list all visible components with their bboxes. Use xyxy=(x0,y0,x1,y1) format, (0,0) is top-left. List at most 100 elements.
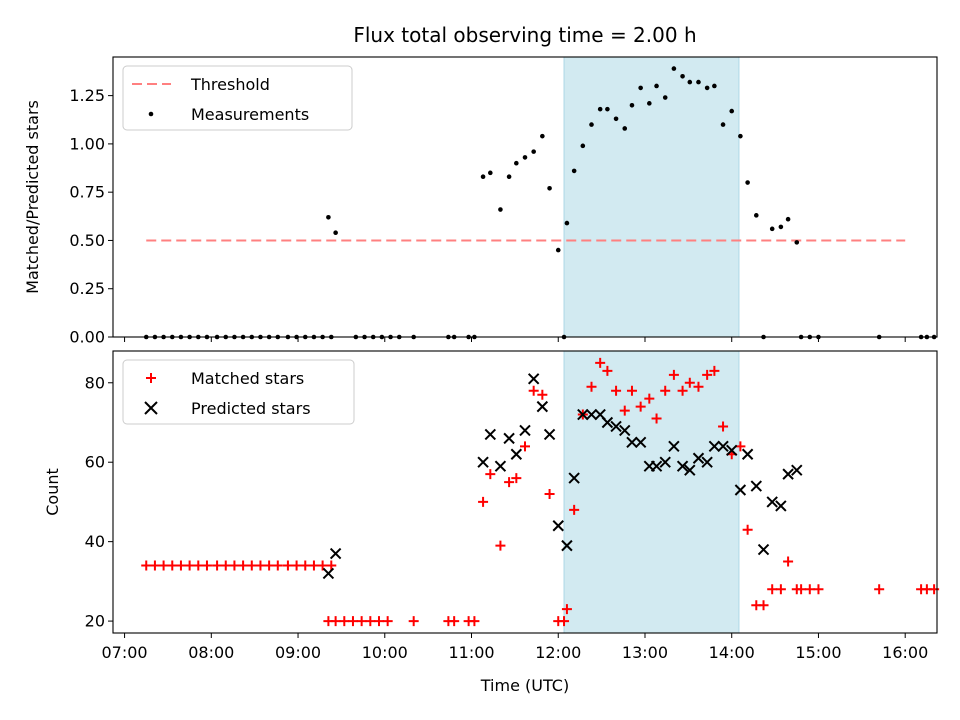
measurement-point xyxy=(522,155,528,160)
predicted-point xyxy=(477,456,489,468)
y-tick-label: 40 xyxy=(85,532,105,551)
matched-point xyxy=(282,560,293,571)
matched-point xyxy=(175,560,186,571)
measurement-point xyxy=(589,122,594,127)
matched-point xyxy=(308,560,319,571)
x-tick-label: 11:00 xyxy=(448,643,494,662)
matched-point xyxy=(783,556,794,567)
measurement-point xyxy=(680,74,685,79)
legend-label: Threshold xyxy=(190,75,270,94)
legend-label: Measurements xyxy=(191,105,309,124)
measurement-point xyxy=(662,95,668,100)
measurement-point xyxy=(753,213,759,218)
measurement-point xyxy=(605,106,610,112)
measurement-point xyxy=(654,83,659,89)
matched-point xyxy=(561,604,572,615)
predicted-point xyxy=(494,460,507,472)
measurement-point xyxy=(769,226,775,232)
measurement-point xyxy=(729,108,735,114)
predicted-point xyxy=(676,460,689,472)
x-tick-label: 09:00 xyxy=(275,643,321,662)
measurement-point xyxy=(480,174,486,180)
matched-point xyxy=(544,488,555,499)
predicted-point xyxy=(701,456,713,468)
predicted-point xyxy=(601,416,614,429)
measurement-point xyxy=(647,101,652,106)
matched-point xyxy=(149,560,160,571)
matched-point xyxy=(528,385,539,396)
matched-point xyxy=(449,616,460,627)
matched-point xyxy=(158,560,169,571)
predicted-point xyxy=(561,539,573,552)
matched-point xyxy=(339,616,350,627)
predicted-point xyxy=(791,464,803,476)
measurement-point xyxy=(564,220,570,226)
series-measurements xyxy=(143,66,937,340)
predicted-point xyxy=(782,468,794,480)
x-tick-label: 16:00 xyxy=(882,643,928,662)
matched-point xyxy=(365,616,376,627)
predicted-point xyxy=(619,424,631,437)
measurement-point xyxy=(531,149,536,154)
predicted-point xyxy=(650,460,663,472)
x-tick-label: 15:00 xyxy=(795,643,841,662)
predicted-point xyxy=(568,472,580,484)
matched-point xyxy=(874,584,885,595)
matched-point xyxy=(184,560,195,571)
matched-point xyxy=(300,560,311,571)
y-tick-label: 20 xyxy=(85,612,105,631)
legend-label: Matched stars xyxy=(191,369,304,388)
matched-point xyxy=(229,560,240,571)
bottom-legend: Matched stars Predicted stars xyxy=(122,359,355,425)
matched-point xyxy=(684,377,695,388)
predicted-point xyxy=(717,440,729,453)
matched-point xyxy=(373,616,384,627)
matched-point xyxy=(495,540,506,551)
measurement-point xyxy=(687,79,693,85)
matched-point xyxy=(758,600,769,611)
matched-point xyxy=(291,560,302,571)
legend-box xyxy=(122,359,355,425)
predicted-point xyxy=(757,543,770,556)
measurement-point xyxy=(696,79,701,85)
y-tick-label: 1.00 xyxy=(69,134,105,153)
predicted-point xyxy=(519,424,531,437)
matched-point xyxy=(619,405,630,416)
matched-point xyxy=(220,560,231,571)
matched-point xyxy=(326,560,337,571)
matched-point xyxy=(255,560,266,571)
predicted-point xyxy=(577,408,589,421)
predicted-point xyxy=(692,452,705,464)
predicted-point xyxy=(741,448,754,460)
predicted-point xyxy=(766,496,778,508)
matched-point xyxy=(586,381,597,392)
measurement-point xyxy=(571,168,577,174)
measurement-point xyxy=(745,180,750,185)
matched-point xyxy=(718,421,729,432)
matched-point xyxy=(767,584,778,595)
predicted-point xyxy=(734,484,747,496)
predicted-point xyxy=(668,440,680,453)
top-legend: Threshold Measurements xyxy=(122,65,353,131)
bottom-axes-frame xyxy=(112,350,938,634)
matched-point xyxy=(651,413,662,424)
matched-point xyxy=(796,584,807,595)
matched-point xyxy=(356,616,367,627)
x-tick-label: 07:00 xyxy=(102,643,148,662)
matched-point xyxy=(626,385,637,396)
legend-box xyxy=(122,65,353,131)
matched-point xyxy=(246,560,257,571)
matched-point xyxy=(702,369,713,380)
legend-matched-swatch xyxy=(146,373,156,383)
measurement-point xyxy=(712,83,717,89)
measurement-point xyxy=(498,207,503,212)
measurement-point xyxy=(506,174,512,180)
predicted-point xyxy=(322,567,335,580)
predicted-point xyxy=(329,547,342,560)
bottom-y-axis-label: Count xyxy=(43,468,62,516)
matched-point xyxy=(264,560,275,571)
bottom-panel: 20 40 60 80 07:00 08:00 09:00 10:00 11:00 12:00 13… xyxy=(43,350,940,695)
x-tick-label: 13:00 xyxy=(622,643,668,662)
measurement-point xyxy=(704,85,710,91)
matched-point xyxy=(408,616,419,627)
